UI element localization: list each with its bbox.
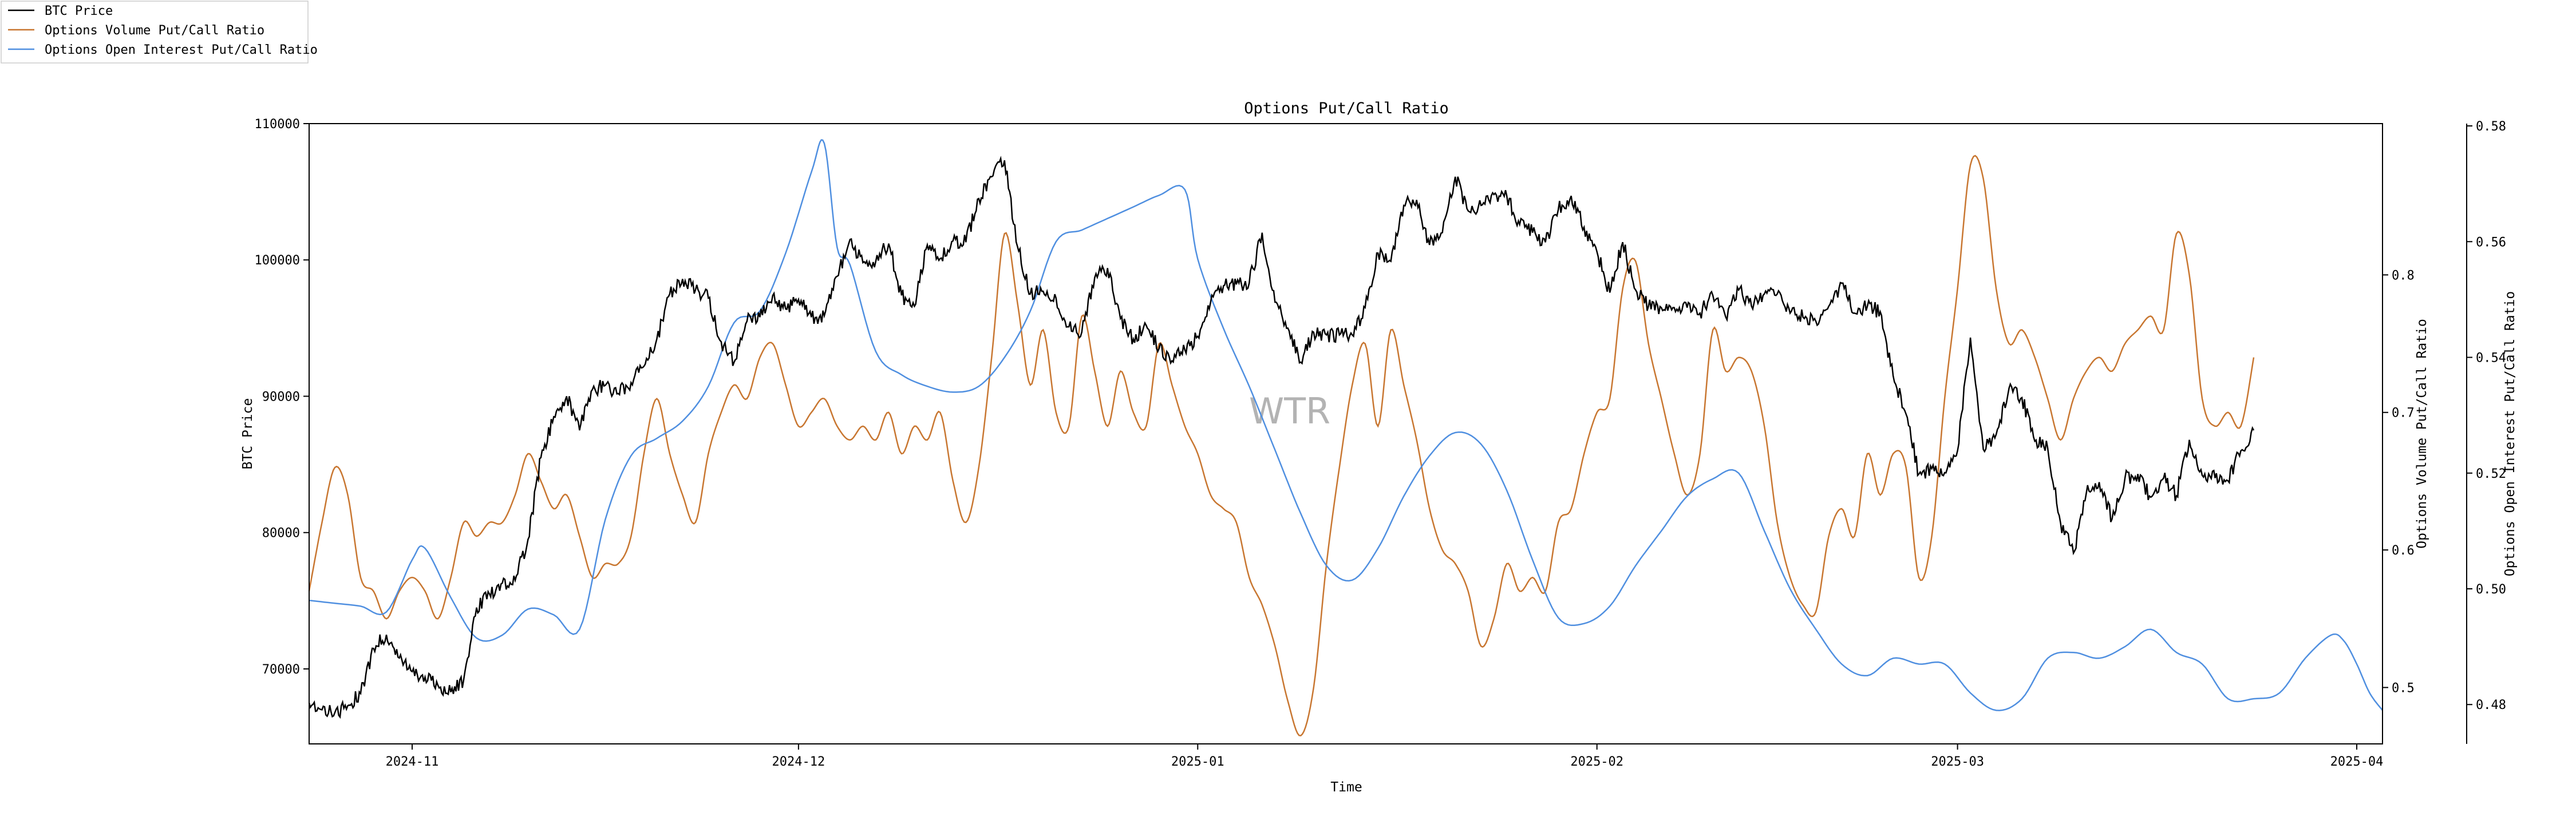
- right2-y-tick-label: 0.52: [2476, 467, 2506, 481]
- axis-ticks: 2024-11 2024-12 2025-01 2025-02 2025-03 2025-…: [255, 117, 2506, 769]
- x-tick-label: 2025-01: [1171, 755, 1224, 769]
- series-line-options-open-interest-put-call-ratio: [309, 139, 2384, 711]
- right1-y-tick-label: 0.8: [2392, 268, 2415, 283]
- right2-y-tick-label: 0.58: [2476, 120, 2506, 134]
- left-y-tick-label: 100000: [255, 253, 300, 268]
- x-tick-label: 2024-11: [386, 755, 439, 769]
- series-line-btc-price: [308, 156, 2255, 719]
- legend: BTC Price Options Volume Put/Call Ratio …: [1, 1, 318, 64]
- watermark: WTR: [1249, 390, 1330, 432]
- legend-frame: [1, 1, 309, 64]
- plot-frame: [309, 123, 2383, 744]
- x-tick-label: 2025-03: [1931, 755, 1984, 769]
- right1-y-tick-label: 0.5: [2392, 681, 2415, 695]
- x-tick-label: 2025-04: [2330, 755, 2384, 769]
- left-axis-title: BTC Price: [240, 398, 255, 470]
- right1-y-tick-label: 0.6: [2392, 544, 2415, 558]
- legend-label-open-interest: Options Open Interest Put/Call Ratio: [45, 43, 318, 57]
- right-axis-1-title: Options Volume Put/Call Ratio: [2415, 319, 2429, 549]
- right2-y-tick-label: 0.54: [2476, 351, 2506, 366]
- right2-y-tick-label: 0.56: [2476, 235, 2506, 249]
- x-axis-title: Time: [1330, 780, 1362, 795]
- left-y-tick-label: 80000: [262, 526, 300, 541]
- chart-title: Options Put/Call Ratio: [1244, 100, 1449, 117]
- x-tick-label: 2024-12: [772, 755, 825, 769]
- x-tick-label: 2025-02: [1570, 755, 1623, 769]
- right2-y-tick-label: 0.50: [2476, 583, 2506, 597]
- legend-label-btc: BTC Price: [45, 4, 113, 18]
- left-y-tick-label: 70000: [262, 663, 300, 677]
- left-y-tick-label: 110000: [255, 117, 300, 132]
- series-line-options-volume-put-call-ratio: [308, 154, 2255, 736]
- right-axis-2-title: Options Open Interest Put/Call Ratio: [2503, 291, 2518, 577]
- left-y-tick-label: 90000: [262, 390, 300, 404]
- plot-series: [308, 139, 2384, 736]
- right2-y-tick-label: 0.48: [2476, 698, 2506, 712]
- legend-label-volume: Options Volume Put/Call Ratio: [45, 23, 264, 38]
- right1-y-tick-label: 0.7: [2392, 406, 2415, 421]
